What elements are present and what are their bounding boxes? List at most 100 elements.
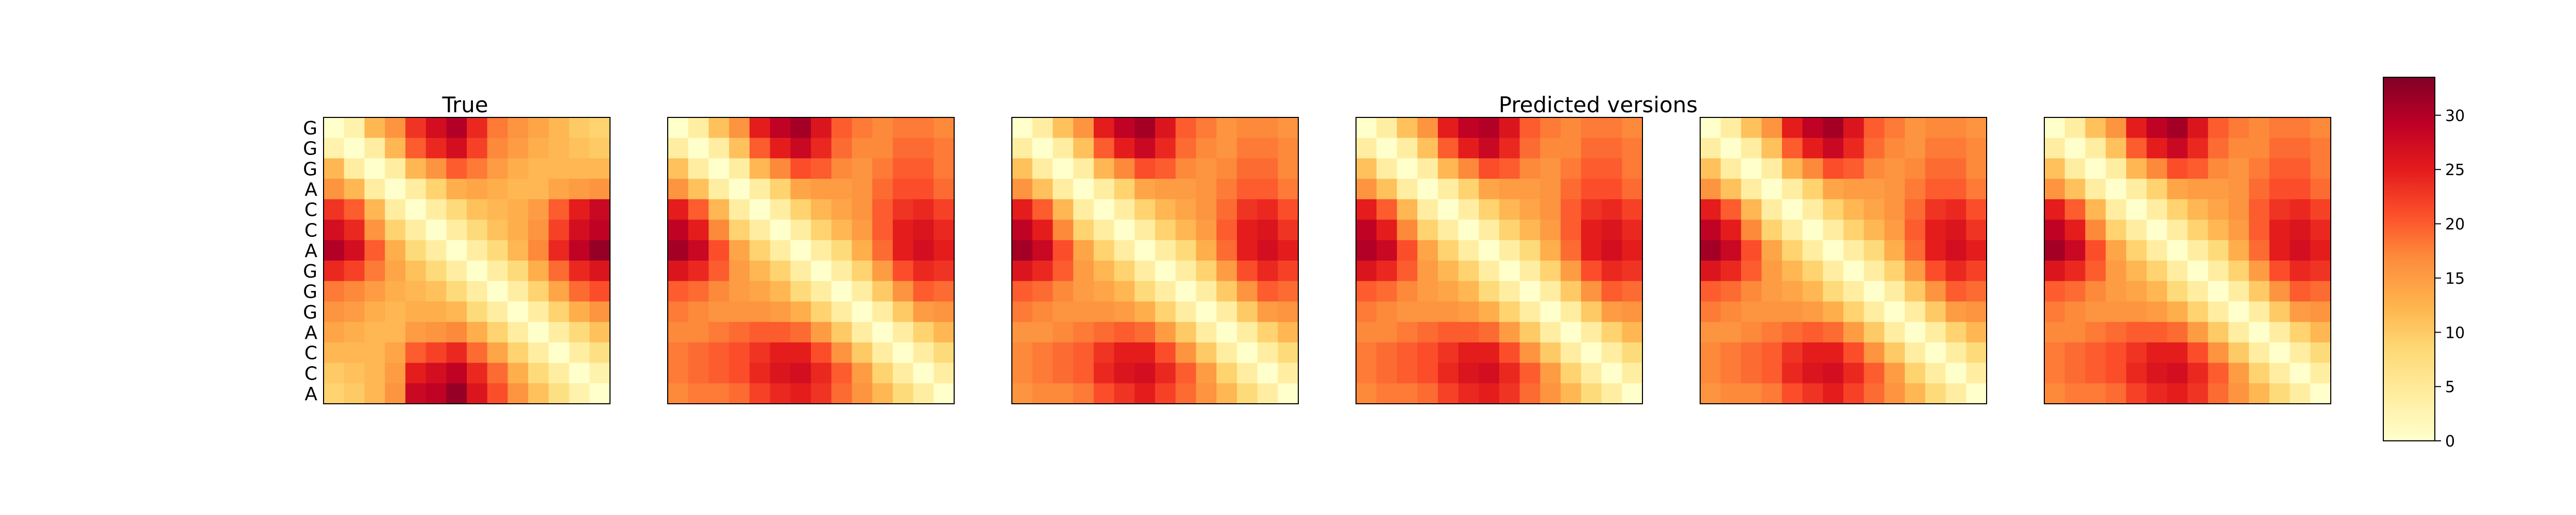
heatmap-cell	[1437, 301, 1459, 322]
heatmap-cell	[1093, 219, 1115, 241]
heatmap-cell	[1196, 158, 1217, 179]
heatmap-cell	[1741, 301, 1762, 322]
heatmap-cell	[569, 240, 590, 261]
heatmap-cell	[507, 240, 529, 261]
heatmap-cell	[1823, 322, 1844, 343]
heatmap-cell	[831, 261, 853, 282]
heatmap-cell	[528, 219, 549, 241]
heatmap-cell	[913, 199, 934, 220]
heatmap-cell	[1782, 179, 1803, 200]
heatmap-cell	[1802, 342, 1823, 364]
heatmap-cell	[1925, 281, 1946, 302]
heatmap-cell	[1761, 301, 1783, 322]
heatmap-cell	[1540, 383, 1561, 404]
heatmap-cell	[892, 117, 914, 139]
heatmap-cell	[1196, 219, 1217, 241]
colorbar-tick-label: 25	[2445, 161, 2465, 179]
heatmap-cell	[1479, 383, 1500, 404]
heatmap-cell	[1196, 117, 1217, 139]
heatmap-cell	[1905, 281, 1926, 302]
colorbar-gradient	[2383, 77, 2435, 441]
heatmap-cell	[589, 301, 611, 322]
heatmap-cell	[749, 117, 771, 139]
heatmap-cell	[324, 342, 345, 364]
heatmap-cell	[1073, 219, 1094, 241]
heatmap-cell	[1925, 342, 1946, 364]
heatmap-cell	[344, 322, 365, 343]
heatmap-cell	[548, 138, 570, 159]
heatmap-cell	[1175, 261, 1197, 282]
heatmap-cell	[1905, 158, 1926, 179]
heatmap-cell	[1417, 261, 1438, 282]
heatmap-cell	[426, 199, 447, 220]
heatmap-cell	[1843, 179, 1865, 200]
heatmap-cell	[2167, 261, 2188, 282]
heatmap-cell	[507, 179, 529, 200]
heatmap-cell	[2167, 281, 2188, 302]
heatmap-cell	[1114, 301, 1135, 322]
colorbar: 0 5 10 15 20 25 30	[2383, 77, 2465, 451]
heatmap-cell	[2290, 138, 2311, 159]
heatmap-cell	[2249, 117, 2270, 139]
heatmap-cell	[2188, 281, 2209, 302]
heatmap-cell	[708, 138, 730, 159]
heatmap-cell	[446, 138, 467, 159]
heatmap-cell	[1741, 158, 1762, 179]
heatmap-cell	[1966, 342, 1987, 364]
heatmap-cell	[364, 342, 385, 364]
heatmap-cell	[688, 199, 709, 220]
heatmap-cell	[913, 179, 934, 200]
heatmap-cell	[1884, 261, 1905, 282]
heatmap-cell	[2146, 261, 2167, 282]
heatmap-cell	[569, 138, 590, 159]
heatmap-cell	[749, 322, 771, 343]
heatmap-cell	[446, 301, 467, 322]
heatmap-cell	[1782, 281, 1803, 302]
heatmap-cell	[1376, 281, 1398, 302]
heatmap-cell	[324, 158, 345, 179]
heatmap-cell	[1012, 240, 1033, 261]
colorbar-tick-label: 0	[2445, 433, 2455, 451]
heatmap-cell	[467, 281, 488, 302]
heatmap-cell	[2044, 363, 2065, 384]
heatmap-cell	[1601, 219, 1622, 241]
heatmap-cell	[1499, 261, 1520, 282]
heatmap-cell	[668, 138, 689, 159]
heatmap-cell	[831, 363, 853, 384]
heatmap-cell	[1134, 240, 1156, 261]
heatmap-cell	[811, 117, 832, 139]
heatmap-cell	[1884, 240, 1905, 261]
heatmap-cell	[1622, 138, 1643, 159]
heatmap-cell	[2167, 219, 2188, 241]
heatmap-cell	[1376, 240, 1398, 261]
heatmap-cell	[2249, 158, 2270, 179]
heatmap-cell	[1155, 363, 1176, 384]
heatmap-cell	[1376, 158, 1398, 179]
heatmap-cell	[1073, 240, 1094, 261]
heatmap-cell	[2208, 301, 2229, 322]
heatmap-cell	[1622, 117, 1643, 139]
heatmap-cell	[1519, 240, 1541, 261]
heatmap-cell	[1540, 363, 1561, 384]
heatmap-cell	[385, 383, 406, 404]
heatmap-cell	[2208, 363, 2229, 384]
heatmap-cell	[548, 301, 570, 322]
heatmap-cell	[2290, 117, 2311, 139]
heatmap-cell	[1155, 117, 1176, 139]
heatmap-cell	[688, 158, 709, 179]
heatmap-cell	[1519, 199, 1541, 220]
heatmap-cell	[2228, 138, 2249, 159]
heatmap-cell	[1561, 281, 1582, 302]
heatmap-cell	[324, 179, 345, 200]
heatmap-cell	[528, 342, 549, 364]
colorbar-tick-label: 30	[2445, 107, 2465, 125]
heatmap-cell	[1356, 138, 1377, 159]
heatmap-cell	[1032, 261, 1054, 282]
heatmap-cell	[1802, 281, 1823, 302]
heatmap-cell	[507, 199, 529, 220]
heatmap-cell	[1499, 281, 1520, 302]
heatmap-cell	[589, 219, 611, 241]
heatmap-cell	[507, 219, 529, 241]
heatmap-cell	[688, 240, 709, 261]
heatmap-cell	[688, 281, 709, 302]
